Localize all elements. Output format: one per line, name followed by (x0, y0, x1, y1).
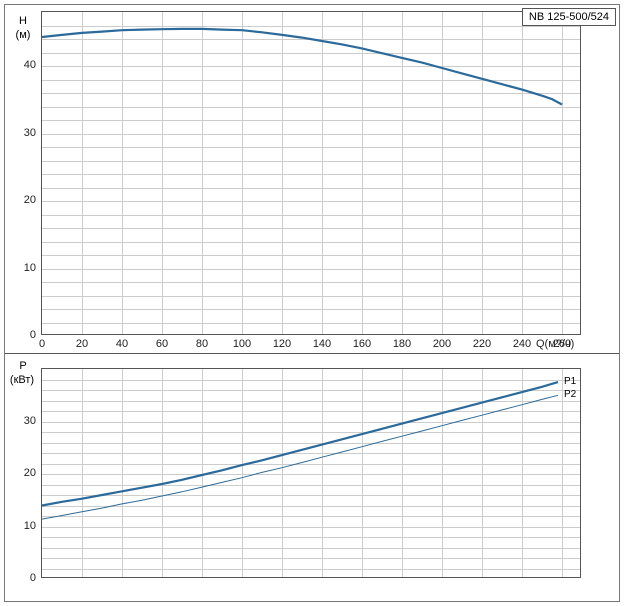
model-badge: NB 125-500/524 (522, 8, 616, 26)
power-plot-area: 0102030P1P2 (41, 368, 581, 578)
head-chart: H (м) 0204060801001201401601802002202402… (5, 5, 619, 353)
y-tick-label: 40 (12, 59, 36, 71)
y-tick-label: 20 (12, 467, 36, 479)
y-tick-label: 0 (12, 329, 36, 341)
p-axis-title-2: (кВт) (5, 374, 39, 386)
x-tick-label: 140 (310, 338, 334, 350)
y-tick-label: 30 (12, 415, 36, 427)
x-tick-label: 20 (70, 338, 94, 350)
y-tick-label: 10 (12, 262, 36, 274)
x-tick-label: 100 (230, 338, 254, 350)
y-tick-label: 20 (12, 194, 36, 206)
x-tick-label: 120 (270, 338, 294, 350)
series-H (42, 29, 562, 105)
p-axis-title-1: P (13, 360, 33, 372)
y-tick-label: 0 (12, 572, 36, 584)
head-plot-area: 020406080100120140160180200220240260Q(м?… (41, 11, 581, 335)
h-axis-title-1: H (13, 15, 33, 27)
x-tick-label: 160 (350, 338, 374, 350)
series-P2 (42, 395, 558, 519)
power-chart: P (кВт) 0102030P1P2 (5, 353, 619, 601)
x-tick-label: 60 (150, 338, 174, 350)
x-tick-label: 40 (110, 338, 134, 350)
x-tick-label: 240 (510, 338, 534, 350)
x-tick-label: 80 (190, 338, 214, 350)
chart-container: NB 125-500/524 H (м) 0204060801001201401… (4, 4, 620, 602)
series-P1 (42, 382, 558, 505)
y-tick-label: 30 (12, 127, 36, 139)
x-tick-label: 180 (390, 338, 414, 350)
x-tick-label: 220 (470, 338, 494, 350)
x-tick-label: 200 (430, 338, 454, 350)
x-axis-title: Q(м?/ч) (536, 338, 582, 350)
h-axis-title-2: (м) (9, 29, 37, 41)
y-tick-label: 10 (12, 520, 36, 532)
